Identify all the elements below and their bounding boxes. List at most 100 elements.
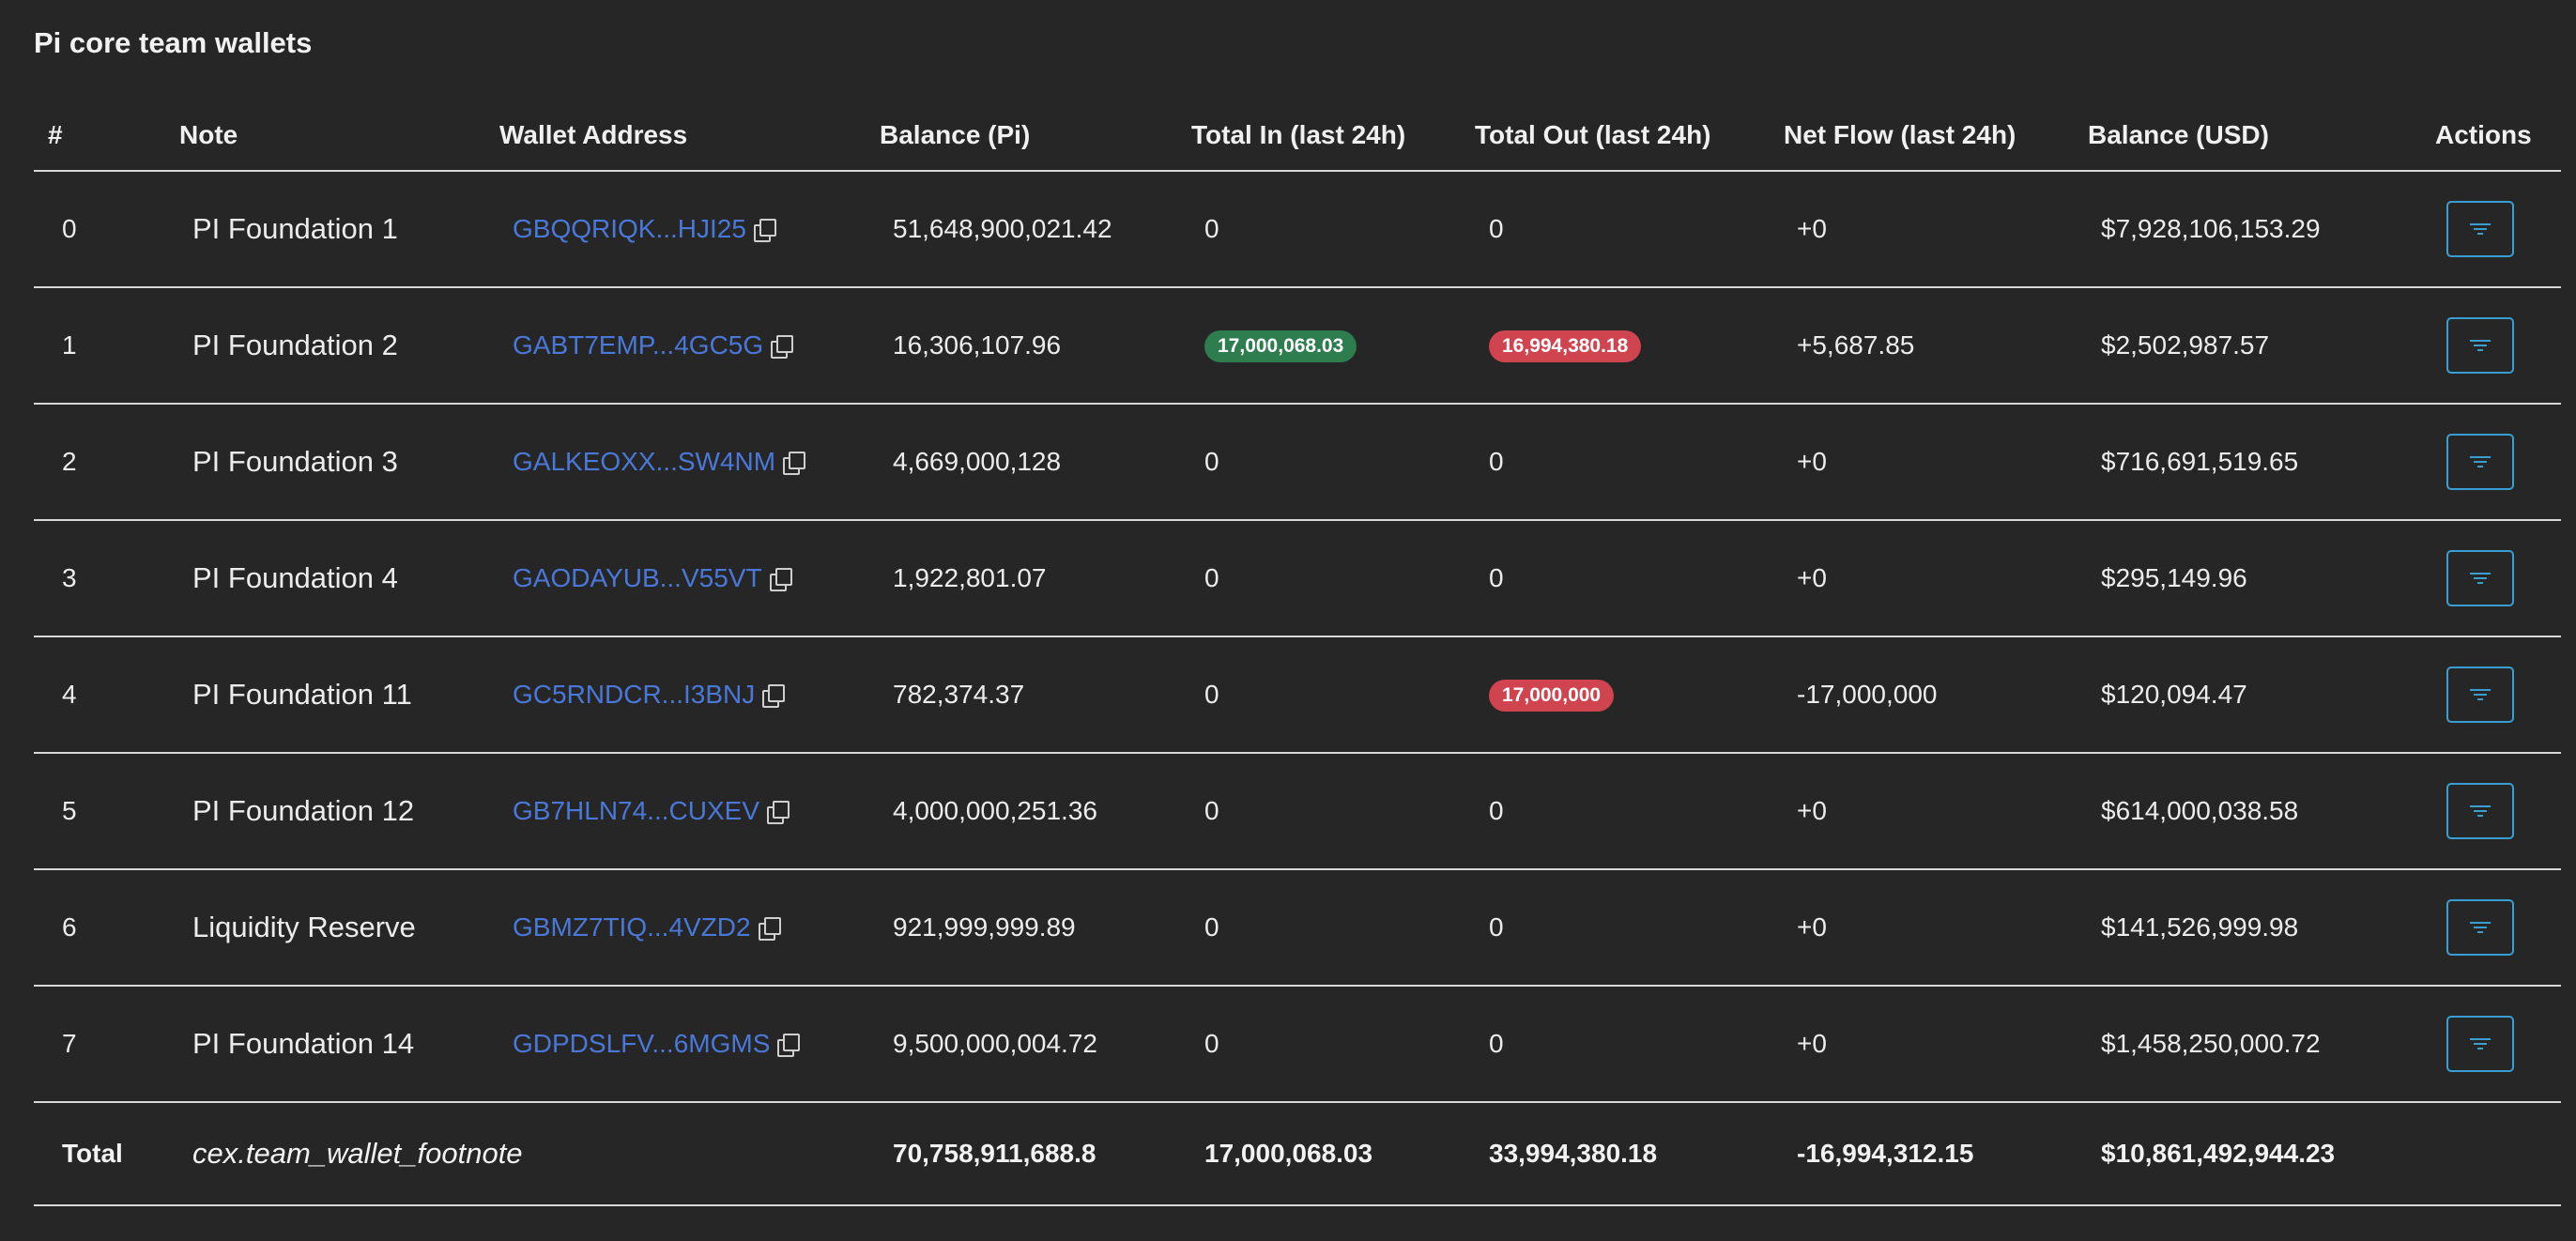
row-balance-pi: 1,922,801.07 xyxy=(893,563,1047,592)
total-in-badge: 17,000,068.03 xyxy=(1204,330,1357,362)
wallet-address-link[interactable]: GBQQRIQK...HJI25 xyxy=(513,214,776,244)
wallet-address-value: GAODAYUB...V55VT xyxy=(513,563,762,592)
wallet-address-value: GC5RNDCR...I3BNJ xyxy=(513,680,756,709)
row-index: 7 xyxy=(62,1029,77,1058)
copy-icon[interactable] xyxy=(771,335,794,359)
row-total-in: 0 xyxy=(1204,214,1219,243)
copy-icon[interactable] xyxy=(758,917,781,941)
row-total-out: 0 xyxy=(1489,1029,1504,1058)
filter-icon xyxy=(2470,573,2491,584)
wallet-address-value: GABT7EMP...4GC5G xyxy=(513,330,764,360)
row-note: PI Foundation 1 xyxy=(192,212,398,245)
table-row: 0 PI Foundation 1 GBQQRIQK...HJI25 51,64… xyxy=(34,172,2561,288)
row-net-flow: -17,000,000 xyxy=(1797,680,1938,709)
row-total-out: 0 xyxy=(1489,912,1504,942)
wallet-address-text[interactable]: GB7HLN74...CUXEV xyxy=(513,796,790,826)
row-index: 1 xyxy=(62,330,77,360)
total-net-flow: -16,994,312.15 xyxy=(1797,1139,1974,1168)
row-total-in: 0 xyxy=(1204,563,1219,592)
row-total-out: 17,000,000 xyxy=(1489,678,1615,712)
row-balance-usd: $7,928,106,153.29 xyxy=(2101,214,2321,243)
filter-button[interactable] xyxy=(2446,666,2514,723)
copy-icon[interactable] xyxy=(767,801,790,824)
row-note: PI Foundation 2 xyxy=(192,329,398,361)
table-row: 2 PI Foundation 3 GALKEOXX...SW4NM 4,669… xyxy=(34,405,2561,521)
row-note: PI Foundation 14 xyxy=(192,1027,415,1060)
row-total-out: 0 xyxy=(1489,214,1504,243)
filter-icon xyxy=(2470,340,2491,351)
row-index: 5 xyxy=(62,796,77,825)
row-total-in: 17,000,068.03 xyxy=(1204,329,1357,362)
wallet-address-text[interactable]: GDPDSLFV...6MGMS xyxy=(513,1029,801,1059)
row-total-in: 0 xyxy=(1204,680,1219,709)
total-label: Total xyxy=(62,1139,123,1168)
header-index: # xyxy=(48,120,63,149)
copy-icon[interactable] xyxy=(753,219,776,242)
row-actions xyxy=(2446,317,2514,374)
copy-icon[interactable] xyxy=(783,452,806,475)
total-in: 17,000,068.03 xyxy=(1204,1139,1373,1168)
filter-icon xyxy=(2470,1038,2491,1049)
row-note: PI Foundation 11 xyxy=(192,678,412,711)
row-balance-pi: 4,000,000,251.36 xyxy=(893,796,1097,825)
filter-icon xyxy=(2470,805,2491,817)
row-balance-pi: 9,500,000,004.72 xyxy=(893,1029,1097,1058)
total-out-badge: 17,000,000 xyxy=(1489,680,1615,712)
row-index: 2 xyxy=(62,447,77,476)
header-actions: Actions xyxy=(2435,120,2532,149)
filter-button[interactable] xyxy=(2446,783,2514,839)
wallet-address-text[interactable]: GBMZ7TIQ...4VZD2 xyxy=(513,912,781,942)
copy-icon[interactable] xyxy=(777,1034,801,1057)
wallet-address-value: GBMZ7TIQ...4VZD2 xyxy=(513,912,751,942)
row-note: Liquidity Reserve xyxy=(192,911,416,943)
filter-button[interactable] xyxy=(2446,1016,2514,1072)
row-index: 4 xyxy=(62,680,77,709)
row-balance-pi: 51,648,900,021.42 xyxy=(893,214,1112,243)
wallet-address-link[interactable]: GALKEOXX...SW4NM xyxy=(513,447,806,477)
wallet-address-text[interactable]: GBQQRIQK...HJI25 xyxy=(513,214,776,244)
table-row: 6 Liquidity Reserve GBMZ7TIQ...4VZD2 921… xyxy=(34,870,2561,987)
row-note: PI Foundation 3 xyxy=(192,445,398,478)
row-balance-usd: $295,149.96 xyxy=(2101,563,2247,592)
row-actions xyxy=(2446,1016,2514,1072)
copy-icon[interactable] xyxy=(762,684,786,708)
row-total-in: 0 xyxy=(1204,912,1219,942)
row-balance-usd: $141,526,999.98 xyxy=(2101,912,2299,942)
wallet-address-value: GALKEOXX...SW4NM xyxy=(513,447,776,476)
row-net-flow: +0 xyxy=(1797,214,1827,243)
row-balance-pi: 4,669,000,128 xyxy=(893,447,1062,476)
row-net-flow: +0 xyxy=(1797,912,1827,942)
table-row: 1 PI Foundation 2 GABT7EMP...4GC5G 16,30… xyxy=(34,288,2561,405)
wallet-address-link[interactable]: GDPDSLFV...6MGMS xyxy=(513,1029,801,1059)
filter-button[interactable] xyxy=(2446,201,2514,257)
row-net-flow: +0 xyxy=(1797,1029,1827,1058)
wallet-address-link[interactable]: GABT7EMP...4GC5G xyxy=(513,330,794,360)
row-net-flow: +0 xyxy=(1797,447,1827,476)
filter-button[interactable] xyxy=(2446,899,2514,956)
wallet-address-link[interactable]: GAODAYUB...V55VT xyxy=(513,563,792,593)
wallet-address-link[interactable]: GB7HLN74...CUXEV xyxy=(513,796,790,826)
row-total-in: 0 xyxy=(1204,796,1219,825)
wallets-table: # Note Wallet Address Balance (Pi) Total… xyxy=(34,103,2561,1206)
wallet-address-link[interactable]: GC5RNDCR...I3BNJ xyxy=(513,680,786,710)
filter-button[interactable] xyxy=(2446,317,2514,374)
filter-button[interactable] xyxy=(2446,550,2514,606)
copy-icon[interactable] xyxy=(769,568,792,591)
filter-button[interactable] xyxy=(2446,434,2514,490)
row-balance-usd: $1,458,250,000.72 xyxy=(2101,1029,2321,1058)
wallet-address-text[interactable]: GAODAYUB...V55VT xyxy=(513,563,792,593)
total-balance-pi: 70,758,911,688.8 xyxy=(893,1139,1096,1168)
wallet-address-text[interactable]: GALKEOXX...SW4NM xyxy=(513,447,806,477)
filter-icon xyxy=(2470,922,2491,933)
row-actions xyxy=(2446,899,2514,956)
wallet-address-text[interactable]: GABT7EMP...4GC5G xyxy=(513,330,794,360)
table-row: 7 PI Foundation 14 GDPDSLFV...6MGMS 9,50… xyxy=(34,987,2561,1103)
row-total-out: 0 xyxy=(1489,796,1504,825)
wallet-address-link[interactable]: GBMZ7TIQ...4VZD2 xyxy=(513,912,781,942)
row-total-out: 0 xyxy=(1489,447,1504,476)
row-balance-pi: 921,999,999.89 xyxy=(893,912,1076,942)
row-actions xyxy=(2446,783,2514,839)
row-net-flow: +0 xyxy=(1797,563,1827,592)
header-net-flow: Net Flow (last 24h) xyxy=(1784,120,2016,149)
wallet-address-text[interactable]: GC5RNDCR...I3BNJ xyxy=(513,680,786,710)
